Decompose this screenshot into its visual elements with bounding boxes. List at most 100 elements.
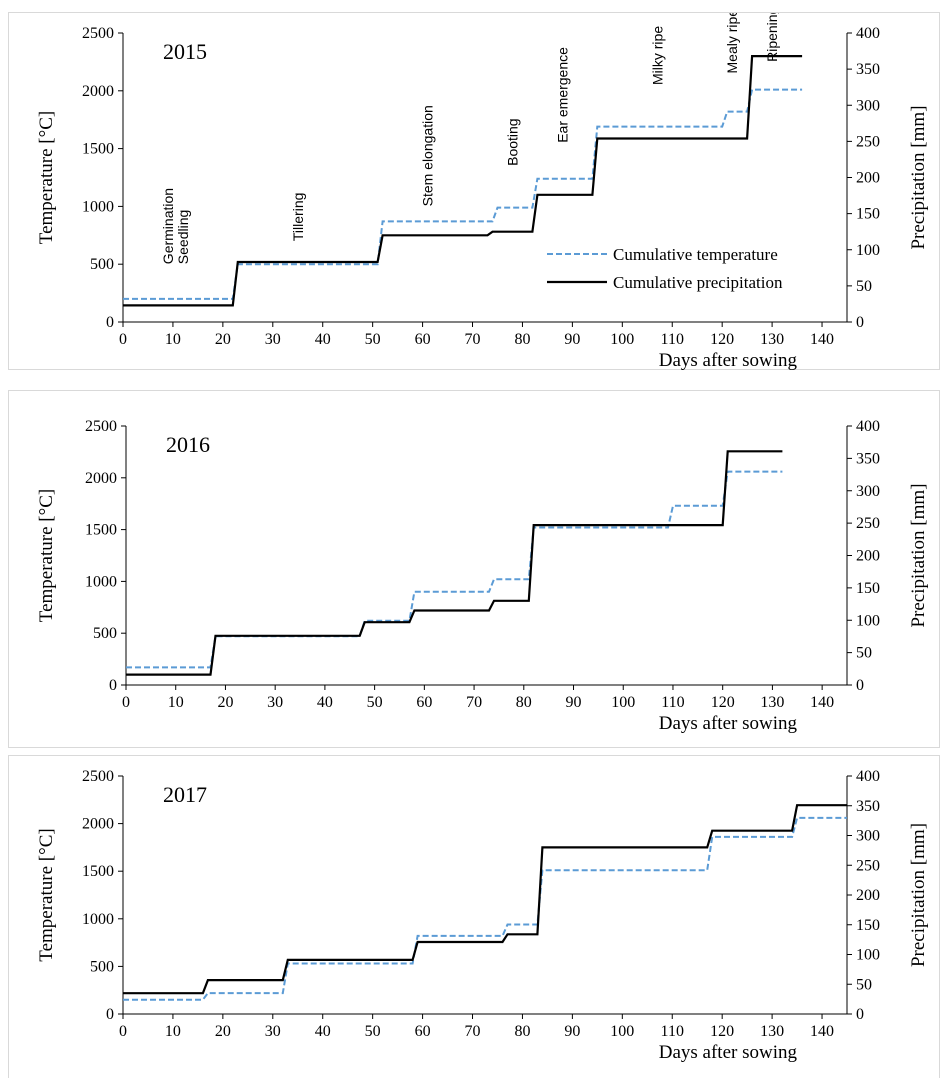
stage-label: Tillering	[290, 193, 306, 242]
y-axis-title: Temperature [°C]	[36, 828, 57, 961]
precipitation-series-line	[123, 804, 847, 995]
y-tick-label: 0	[106, 314, 114, 331]
y2-tick-label: 300	[856, 97, 880, 114]
y-tick-label: 500	[90, 256, 114, 273]
x-tick-label: 0	[119, 1023, 127, 1040]
x-axis-title: Days after sowing	[659, 713, 798, 734]
x-tick-label: 50	[365, 1023, 381, 1040]
stage-label: Germination	[160, 188, 176, 264]
y2-tick-label: 0	[856, 314, 864, 331]
x-tick-label: 10	[165, 331, 181, 348]
y-tick-label: 1500	[85, 522, 117, 539]
x-tick-label: 130	[760, 694, 784, 711]
x-tick-label: 140	[810, 1023, 834, 1040]
y2-tick-label: 350	[856, 798, 880, 815]
x-tick-label: 20	[217, 694, 233, 711]
y-tick-label: 2500	[85, 418, 117, 435]
y-tick-label: 1000	[82, 911, 114, 928]
y-tick-label: 2000	[85, 470, 117, 487]
year-label: 2015	[163, 39, 207, 64]
y-tick-label: 1500	[82, 863, 114, 880]
x-tick-label: 140	[810, 694, 834, 711]
temperature-series-line	[126, 470, 783, 669]
y2-tick-label: 50	[856, 278, 872, 295]
x-tick-label: 130	[760, 331, 784, 348]
chart-2017: 0 10 20 30 40 50 60 70 80 90 100 110 120 130 140050010…	[36, 768, 929, 1063]
y2-tick-label: 400	[856, 25, 880, 42]
y-tick-label: 1000	[85, 573, 117, 590]
y-axis-title: Temperature [°C]	[36, 111, 57, 244]
chart-2015: 0 10 20 30 40 50 60 70 80 90 100 110 120 130 140050010…	[36, 13, 929, 371]
y2-tick-label: 0	[856, 677, 864, 694]
x-tick-label: 80	[514, 1023, 530, 1040]
x-tick-label: 70	[465, 331, 481, 348]
x-tick-label: 90	[564, 1023, 580, 1040]
x-tick-label: 100	[610, 331, 634, 348]
x-tick-label: 60	[416, 694, 432, 711]
y2-tick-label: 350	[856, 61, 880, 78]
y2-tick-label: 100	[856, 947, 880, 964]
year-label: 2017	[163, 782, 207, 807]
y2-tick-label: 150	[856, 206, 880, 223]
y-tick-label: 2000	[82, 83, 114, 100]
x-tick-label: 80	[516, 694, 532, 711]
x-tick-label: 60	[415, 1023, 431, 1040]
stage-label: Seedling	[175, 210, 191, 265]
x-tick-label: 30	[267, 694, 283, 711]
x-tick-label: 130	[760, 1023, 784, 1040]
x-tick-label: 50	[365, 331, 381, 348]
x-tick-label: 120	[710, 331, 734, 348]
y2-axis-title: Precipitation [mm]	[908, 105, 929, 249]
x-tick-label: 20	[215, 1023, 231, 1040]
y2-tick-label: 350	[856, 450, 880, 467]
stage-label: Booting	[505, 118, 521, 165]
x-tick-label: 110	[661, 1023, 684, 1040]
x-tick-label: 80	[514, 331, 530, 348]
x-tick-label: 40	[317, 694, 333, 711]
stage-label: Ripening	[764, 13, 780, 62]
y2-tick-label: 400	[856, 418, 880, 435]
y2-tick-label: 250	[856, 857, 880, 874]
precipitation-series-line	[126, 450, 783, 676]
x-tick-label: 30	[265, 331, 281, 348]
y2-tick-label: 50	[856, 976, 872, 993]
year-label: 2016	[166, 432, 210, 457]
y-tick-label: 1500	[82, 141, 114, 158]
x-tick-label: 110	[661, 331, 684, 348]
y2-tick-label: 100	[856, 242, 880, 259]
temperature-series-line	[123, 88, 803, 300]
legend-temperature-label: Cumulative temperature	[613, 245, 778, 264]
y2-tick-label: 400	[856, 768, 880, 785]
y2-tick-label: 300	[856, 483, 880, 500]
x-tick-label: 90	[564, 331, 580, 348]
x-tick-label: 30	[265, 1023, 281, 1040]
y2-tick-label: 200	[856, 887, 880, 904]
temperature-series-line	[123, 816, 847, 1001]
x-tick-label: 0	[119, 331, 127, 348]
x-tick-label: 120	[711, 694, 735, 711]
stage-label: Stem elongation	[420, 105, 436, 206]
y2-axis-title: Precipitation [mm]	[908, 483, 929, 627]
y-tick-label: 2000	[82, 816, 114, 833]
precipitation-series-line	[123, 54, 803, 307]
y-tick-label: 2500	[82, 768, 114, 785]
y-tick-label: 500	[93, 625, 117, 642]
y2-tick-label: 200	[856, 548, 880, 565]
legend-precipitation-label: Cumulative precipitation	[613, 273, 783, 292]
stage-label: Milky ripe	[649, 26, 665, 85]
x-tick-label: 100	[611, 694, 635, 711]
y-tick-label: 0	[106, 1006, 114, 1023]
y2-tick-label: 150	[856, 580, 880, 597]
x-tick-label: 70	[465, 1023, 481, 1040]
stage-label: Mealy ripe	[724, 13, 740, 74]
y2-tick-label: 250	[856, 133, 880, 150]
stage-label: Ear emergence	[554, 47, 570, 143]
y-tick-label: 2500	[82, 25, 114, 42]
chart-panel-2015: 0 10 20 30 40 50 60 70 80 90 100 110 120 130 140 0 500 10…	[8, 12, 940, 371]
x-axis-title: Days after sowing	[659, 350, 798, 371]
y-tick-label: 500	[90, 958, 114, 975]
x-tick-label: 90	[566, 694, 582, 711]
x-tick-label: 100	[610, 1023, 634, 1040]
y2-axis-title: Precipitation [mm]	[908, 823, 929, 967]
y2-tick-label: 50	[856, 645, 872, 662]
